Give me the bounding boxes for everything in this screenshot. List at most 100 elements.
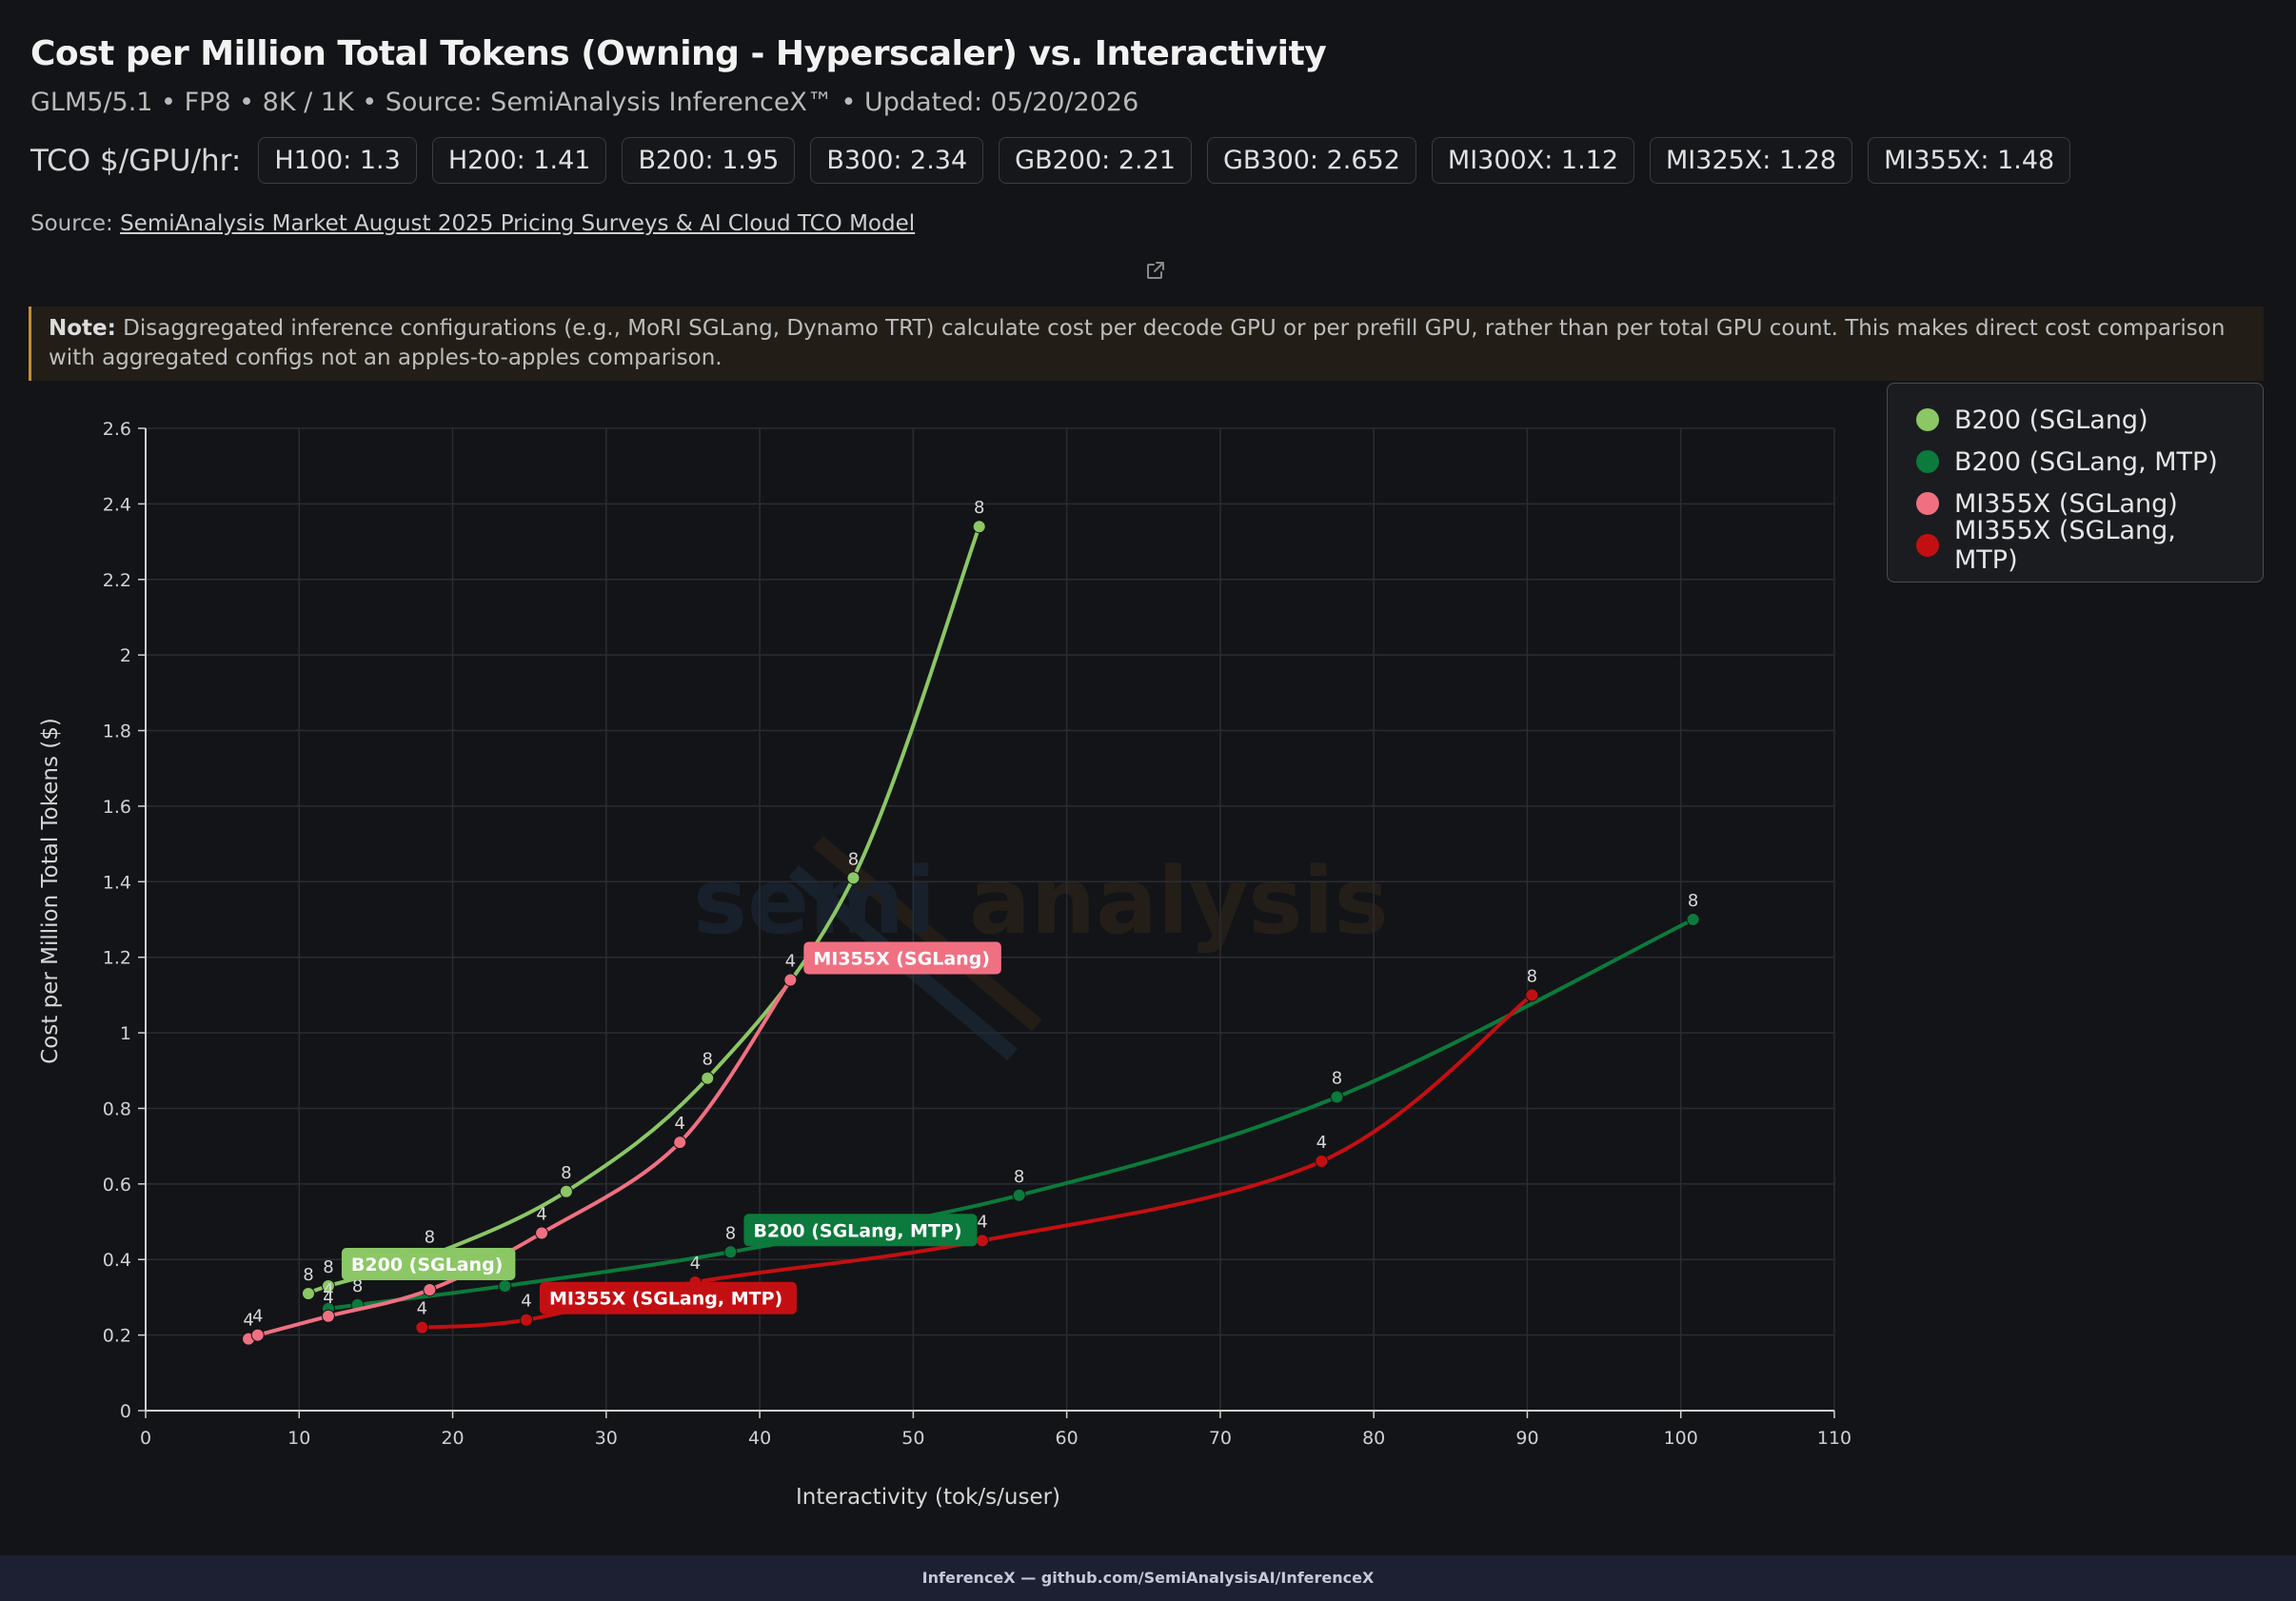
data-point[interactable] (1686, 913, 1700, 926)
point-label: 8 (561, 1163, 571, 1183)
data-point[interactable] (1315, 1155, 1329, 1169)
data-point[interactable] (972, 520, 986, 534)
series-tag-box (539, 1281, 797, 1314)
source-prefix: Source: (30, 211, 113, 236)
series-tag-box (803, 941, 1001, 975)
legend-swatch (1916, 492, 1939, 515)
tco-chip-b300: B300: 2.34 (810, 137, 984, 184)
point-label: 4 (323, 1288, 333, 1308)
chart-legend: B200 (SGLang) B200 (SGLang, MTP) MI355X (S… (1887, 383, 2264, 583)
point-label: 4 (690, 1254, 701, 1274)
tco-row: TCO $/GPU/hr: H100: 1.3 H200: 1.41 B200:… (30, 137, 2071, 184)
x-tick-label: 110 (1817, 1428, 1851, 1449)
point-label: 4 (785, 952, 796, 972)
data-point[interactable] (301, 1286, 315, 1300)
x-tick-label: 70 (1209, 1428, 1232, 1449)
data-point[interactable] (783, 973, 798, 987)
data-point[interactable] (519, 1313, 533, 1327)
source-link[interactable]: SemiAnalysis Market August 2025 Pricing … (120, 211, 916, 236)
point-label: 4 (417, 1299, 427, 1319)
data-point[interactable] (498, 1279, 512, 1294)
chart-title: Cost per Million Total Tokens (Owning - … (30, 34, 1327, 73)
legend-item[interactable]: MI355X (SGLang) (1903, 483, 2247, 524)
watermark-left: semi (693, 848, 936, 955)
data-point[interactable] (535, 1226, 549, 1240)
point-label: 8 (425, 1227, 435, 1247)
external-link-icon[interactable] (1144, 259, 1167, 282)
data-point[interactable] (1012, 1188, 1026, 1202)
data-point[interactable] (559, 1184, 573, 1198)
note-banner: Note: Disaggregated inference configurat… (29, 306, 2264, 381)
y-tick-label: 0 (120, 1401, 131, 1422)
source-line: Source: SemiAnalysis Market August 2025 … (30, 211, 915, 236)
legend-item[interactable]: B200 (SGLang) (1903, 399, 2247, 441)
series-tag-label: B200 (SGLang) (351, 1255, 503, 1275)
y-tick-label: 2.2 (103, 570, 131, 591)
tco-chip-gb200: GB200: 2.21 (999, 137, 1192, 184)
data-point[interactable] (723, 1245, 738, 1259)
x-tick-label: 10 (287, 1428, 310, 1449)
tco-chip-mi300x: MI300X: 1.12 (1431, 137, 1635, 184)
data-point[interactable] (846, 871, 861, 885)
y-tick-label: 1.2 (103, 948, 131, 969)
y-tick-label: 1.8 (103, 721, 131, 742)
series-tag-label: MI355X (SGLang, MTP) (549, 1289, 782, 1310)
axes: 0 10 20 30 40 50 60 70 80 90 100 110 0 0.2 0.4 0.6 0.8 1 1… (103, 419, 1851, 1449)
point-label: 4 (323, 1280, 333, 1300)
series-tag-label: MI355X (SGLang) (813, 949, 990, 970)
x-axis-label: Interactivity (tok/s/user) (796, 1485, 1060, 1510)
point-label: 8 (1014, 1167, 1024, 1187)
x-tick-label: 40 (748, 1428, 771, 1449)
data-point[interactable] (1525, 988, 1539, 1002)
grid (145, 427, 1835, 1412)
data-point[interactable] (423, 1282, 437, 1296)
data-point[interactable] (415, 1320, 429, 1334)
y-tick-label: 2 (120, 645, 131, 666)
point-label: 8 (974, 498, 984, 518)
x-tick-label: 30 (595, 1428, 618, 1449)
data-point[interactable] (673, 1136, 687, 1150)
tco-chip-mi325x: MI325X: 1.28 (1650, 137, 1853, 184)
point-label: 8 (848, 849, 859, 869)
data-point[interactable] (701, 1071, 715, 1085)
point-label: 4 (1316, 1133, 1327, 1153)
data-point[interactable] (321, 1279, 335, 1294)
data-point[interactable] (250, 1328, 265, 1342)
x-tick-label: 80 (1362, 1428, 1385, 1449)
tco-chip-b200: B200: 1.95 (622, 137, 796, 184)
y-axis-label: Cost per Million Total Tokens ($) (38, 718, 63, 1064)
point-label: 8 (725, 1223, 736, 1243)
series-tag-mi355x-sglang-mtp: MI355X (SGLang, MTP) (539, 1281, 797, 1314)
note-text: Disaggregated inference configurations (… (49, 316, 2226, 370)
watermark-right: analysis (969, 848, 1389, 955)
series-tag-box (341, 1248, 516, 1281)
series-tag-box (743, 1214, 978, 1247)
y-tick-label: 1.6 (103, 797, 131, 818)
tco-chip-h100: H100: 1.3 (258, 137, 417, 184)
data-point[interactable] (321, 1309, 335, 1323)
data-point[interactable] (975, 1234, 989, 1248)
watermark: semi analysis (693, 836, 1389, 1061)
legend-item[interactable]: MI355X (SGLang, MTP) (1903, 516, 2247, 575)
x-tick-label: 60 (1056, 1428, 1079, 1449)
y-tick-label: 0.2 (103, 1326, 131, 1347)
data-point[interactable] (1330, 1090, 1344, 1104)
point-label: 4 (243, 1311, 253, 1331)
tco-chip-h200: H200: 1.41 (431, 137, 607, 184)
y-tick-label: 0.6 (103, 1175, 131, 1196)
legend-swatch (1916, 408, 1939, 431)
point-label: 4 (536, 1204, 546, 1224)
legend-item[interactable]: B200 (SGLang, MTP) (1903, 441, 2247, 483)
y-tick-label: 1 (120, 1023, 131, 1044)
point-label: 4 (675, 1114, 685, 1134)
y-tick-label: 1.4 (103, 872, 131, 893)
y-tick-label: 2.6 (103, 419, 131, 440)
tco-label: TCO $/GPU/hr: (30, 143, 242, 178)
legend-swatch (1916, 534, 1939, 557)
legend-label: B200 (SGLang, MTP) (1954, 446, 2218, 477)
series-line-mi355x-sglang-mtp (420, 993, 1534, 1330)
footer: InferenceX — github.com/SemiAnalysisAI/I… (0, 1555, 2296, 1601)
series-tag-mi355x-sglang: MI355X (SGLang) (803, 941, 1001, 975)
point-label: 8 (303, 1265, 313, 1285)
point-label: 8 (323, 1257, 333, 1277)
